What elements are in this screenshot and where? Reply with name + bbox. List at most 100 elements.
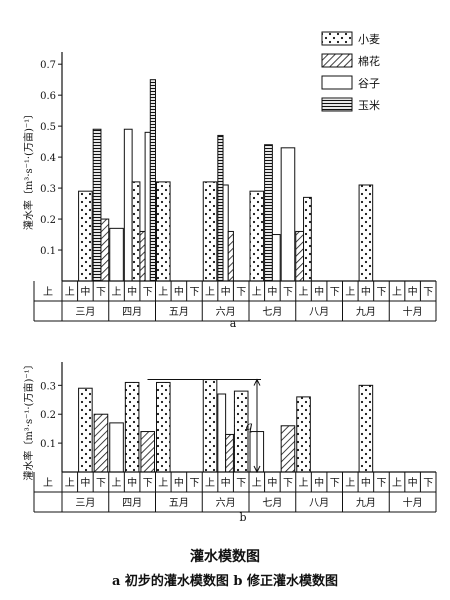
q-annotation-label: q [245,419,253,433]
bar-cotton [227,230,234,282]
month-label: 三月 [75,306,95,318]
y-tick-label: 0.5 [40,122,56,133]
decade-label: 上 [158,477,168,489]
decade-label: 下 [283,287,293,298]
month-label: 三月 [75,497,95,509]
decade-label: 上 [299,286,309,298]
month-label: 十月 [403,496,423,509]
decade-label: 下 [423,287,433,298]
bar-wheat [156,181,171,282]
bar-wheat [303,196,312,282]
month-label: 五月 [169,306,189,318]
q-arrow-head [253,465,261,474]
month-label: 九月 [356,497,376,509]
legend-swatch-corn [321,97,353,112]
legend-label-wheat: 小麦 [358,33,380,46]
decade-label: 上 [345,477,355,489]
decade-label: 上 [205,477,215,489]
decade-label: 中 [174,285,184,298]
bar-millet [280,147,296,282]
bar-corn [217,134,224,282]
decade-label: 下 [96,478,106,489]
decade-label: 上 [43,286,53,298]
bar-wheat [156,381,171,473]
y-tick-label: 0.2 [40,410,56,421]
decade-label: 上 [112,477,122,489]
y-axis-title: 灌水率〔m³·s⁻¹·(万亩)⁻¹〕 [22,109,35,230]
month-label: 八月 [309,306,329,318]
month-label: 六月 [216,306,236,318]
decade-label: 中 [267,476,277,489]
decade-label: 中 [221,476,231,489]
bar-cotton [295,230,305,282]
y-tick-label: 0.2 [40,215,56,226]
decade-label: 上 [43,477,53,489]
bar-millet [217,393,227,473]
decade-label: 下 [330,287,340,298]
decade-label: 下 [236,478,246,489]
legend-swatch-millet [321,75,353,90]
panel-a-label: a [230,317,237,330]
figure-subtitle: a 初步的灌水模数图 b 修正灌水模数图 [111,574,339,589]
decade-label: 中 [221,285,231,298]
bar-corn [264,144,273,282]
decade-label: 中 [408,285,418,298]
month-label: 五月 [169,497,189,509]
decade-label: 中 [80,285,90,298]
month-label: 四月 [122,497,142,509]
decade-label: 下 [143,478,153,489]
bar-millet [109,227,124,282]
decade-label: 中 [361,285,371,298]
decade-label: 上 [252,477,262,489]
decade-label: 上 [299,477,309,489]
month-label: 七月 [262,497,282,509]
bar-wheat [131,181,141,282]
decade-label: 下 [283,478,293,489]
decade-label: 下 [376,287,386,298]
month-label: 八月 [309,497,329,509]
panel-b-label: b [239,511,246,524]
decade-label: 上 [252,286,262,298]
month-label: 七月 [262,306,282,318]
bar-cotton [139,230,146,282]
bar-millet [109,422,124,473]
bar-cotton [100,218,110,282]
month-label: 四月 [122,306,142,318]
bar-millet [144,131,151,282]
decade-label: 上 [112,286,122,298]
bar-millet [271,234,281,282]
bar-wheat [124,381,140,473]
bar-millet [222,184,229,282]
decade-label: 上 [65,286,75,298]
decade-label: 中 [174,476,184,489]
bar-wheat [249,190,265,282]
decade-label: 中 [80,476,90,489]
decade-label: 中 [127,285,137,298]
q-arrow-head [253,378,261,386]
decade-label: 中 [314,285,324,298]
decade-label: 中 [408,476,418,489]
chart-panel-a: 0.1 0.2 0.3 0.4 0.5 0.6 0.7 灌水率〔m³·s⁻¹·(万亩)⁻¹〕上… [22,31,437,322]
decade-label: 中 [314,476,324,489]
decade-label: 上 [392,286,402,298]
month-label: 六月 [216,497,236,509]
decade-label: 上 [158,286,168,298]
legend-swatch-wheat [321,31,353,46]
decade-label: 上 [205,286,215,298]
figure-title: 灌水模数图 [190,549,260,565]
month-label: 九月 [356,306,376,318]
bar-wheat [78,190,93,282]
decade-label: 上 [345,286,355,298]
decade-label: 上 [65,477,75,489]
decade-label: 中 [127,476,137,489]
y-axis-title: 灌水率〔m³·s⁻¹·(万亩)⁻¹〕 [22,359,35,480]
decade-label: 中 [267,285,277,298]
bar-cotton [93,413,109,473]
y-tick-label: 0.7 [40,60,56,71]
decade-label: 中 [361,476,371,489]
decade-label: 下 [330,478,340,489]
month-label: 十月 [403,305,423,318]
bar-wheat [202,181,218,282]
bar-cotton [280,425,296,473]
